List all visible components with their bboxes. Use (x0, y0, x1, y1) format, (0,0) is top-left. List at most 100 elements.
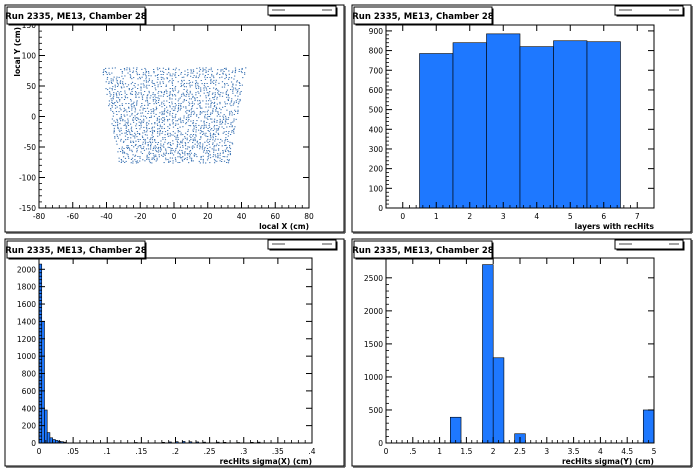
rechit-point (143, 126, 145, 128)
rechit-point (213, 121, 216, 123)
rechit-point (211, 93, 214, 95)
rechit-point (152, 149, 154, 151)
rechit-point (200, 128, 202, 130)
rechit-point (123, 86, 125, 88)
rechit-point (140, 123, 142, 125)
rechit-point (183, 83, 186, 84)
rechit-point (129, 70, 131, 72)
rechit-point (109, 73, 111, 75)
rechit-point (205, 126, 207, 128)
rechit-point (170, 151, 172, 153)
rechit-point (127, 120, 129, 122)
rechit-point (216, 120, 218, 122)
rechit-point (181, 159, 183, 161)
rechit-point (205, 106, 207, 108)
rechit-point (222, 156, 224, 158)
rechit-point (216, 96, 218, 98)
rechit-point (202, 67, 204, 69)
rechit-point (125, 125, 127, 127)
rechit-point (213, 132, 215, 134)
rechit-point (175, 113, 177, 115)
rechit-point (223, 131, 225, 133)
rechit-point (189, 154, 191, 156)
rechit-point (142, 141, 144, 143)
rechit-point (188, 101, 190, 103)
rechit-point (172, 154, 175, 156)
x-tick-label: 0 (37, 447, 42, 456)
rechit-point (149, 145, 152, 146)
rechit-point (178, 98, 180, 100)
rechit-point (171, 75, 173, 77)
rechit-point (191, 93, 193, 95)
rechit-point (188, 110, 190, 112)
rechit-point (108, 67, 110, 69)
rechit-point (157, 146, 160, 148)
rechit-point (225, 119, 227, 121)
rechit-point (149, 117, 151, 118)
rechit-point (151, 134, 153, 136)
rechit-point (135, 134, 137, 136)
rechit-point (188, 80, 190, 81)
rechit-point (168, 118, 171, 120)
rechit-point (132, 70, 134, 72)
rechit-point (134, 86, 136, 88)
rechit-point (196, 107, 198, 109)
rechit-point (125, 103, 127, 105)
rechit-point (119, 123, 121, 125)
rechit-point (225, 151, 227, 152)
rechit-point (124, 132, 126, 134)
rechit-point (126, 69, 128, 71)
rechit-point (216, 73, 218, 75)
rechit-point (221, 95, 224, 97)
rechit-point (193, 110, 195, 112)
rechit-point (196, 140, 199, 142)
rechit-point (139, 119, 141, 121)
rechit-point (207, 118, 209, 120)
rechit-point (207, 109, 209, 111)
x-tick-label: 0 (172, 212, 177, 221)
rechit-point (196, 146, 198, 148)
rechit-point (228, 70, 230, 72)
rechit-point (169, 142, 171, 144)
rechit-point (220, 69, 222, 71)
rechit-point (162, 81, 164, 83)
rechit-point (209, 118, 212, 120)
rechit-point (149, 140, 151, 142)
rechit-point (169, 98, 171, 100)
rechit-point (115, 100, 118, 102)
rechit-point (180, 83, 182, 85)
rechit-point (122, 78, 124, 80)
rechit-point (150, 152, 152, 154)
rechit-point (188, 146, 191, 148)
rechit-point (228, 131, 230, 132)
rechit-point (180, 72, 183, 74)
rechit-point (130, 162, 132, 164)
rechit-point (210, 100, 212, 102)
rechit-point (203, 89, 205, 91)
rechit-point (172, 117, 174, 118)
rechit-point (237, 91, 239, 93)
y-tick-label: 800 (369, 47, 384, 56)
rechit-point (195, 94, 197, 96)
rechit-point (156, 81, 158, 83)
rechit-point (152, 98, 154, 100)
rechit-point (134, 115, 136, 117)
rechit-point (113, 92, 115, 94)
rechit-point (134, 154, 137, 156)
rechit-point (121, 82, 124, 84)
rechit-point (135, 68, 138, 70)
rechit-point (224, 120, 227, 122)
rechit-point (155, 100, 157, 102)
rechit-point (227, 78, 230, 80)
rechit-point (224, 78, 226, 80)
x-tick-label: 80 (304, 212, 314, 221)
rechit-point (212, 142, 214, 144)
rechit-point (113, 76, 115, 78)
rechit-point (146, 121, 148, 123)
rechit-point (156, 151, 158, 153)
rechit-point (164, 131, 167, 133)
rechit-point (199, 112, 201, 114)
rechit-point (202, 155, 204, 157)
rechit-point (127, 123, 129, 125)
rechit-point (222, 117, 225, 119)
